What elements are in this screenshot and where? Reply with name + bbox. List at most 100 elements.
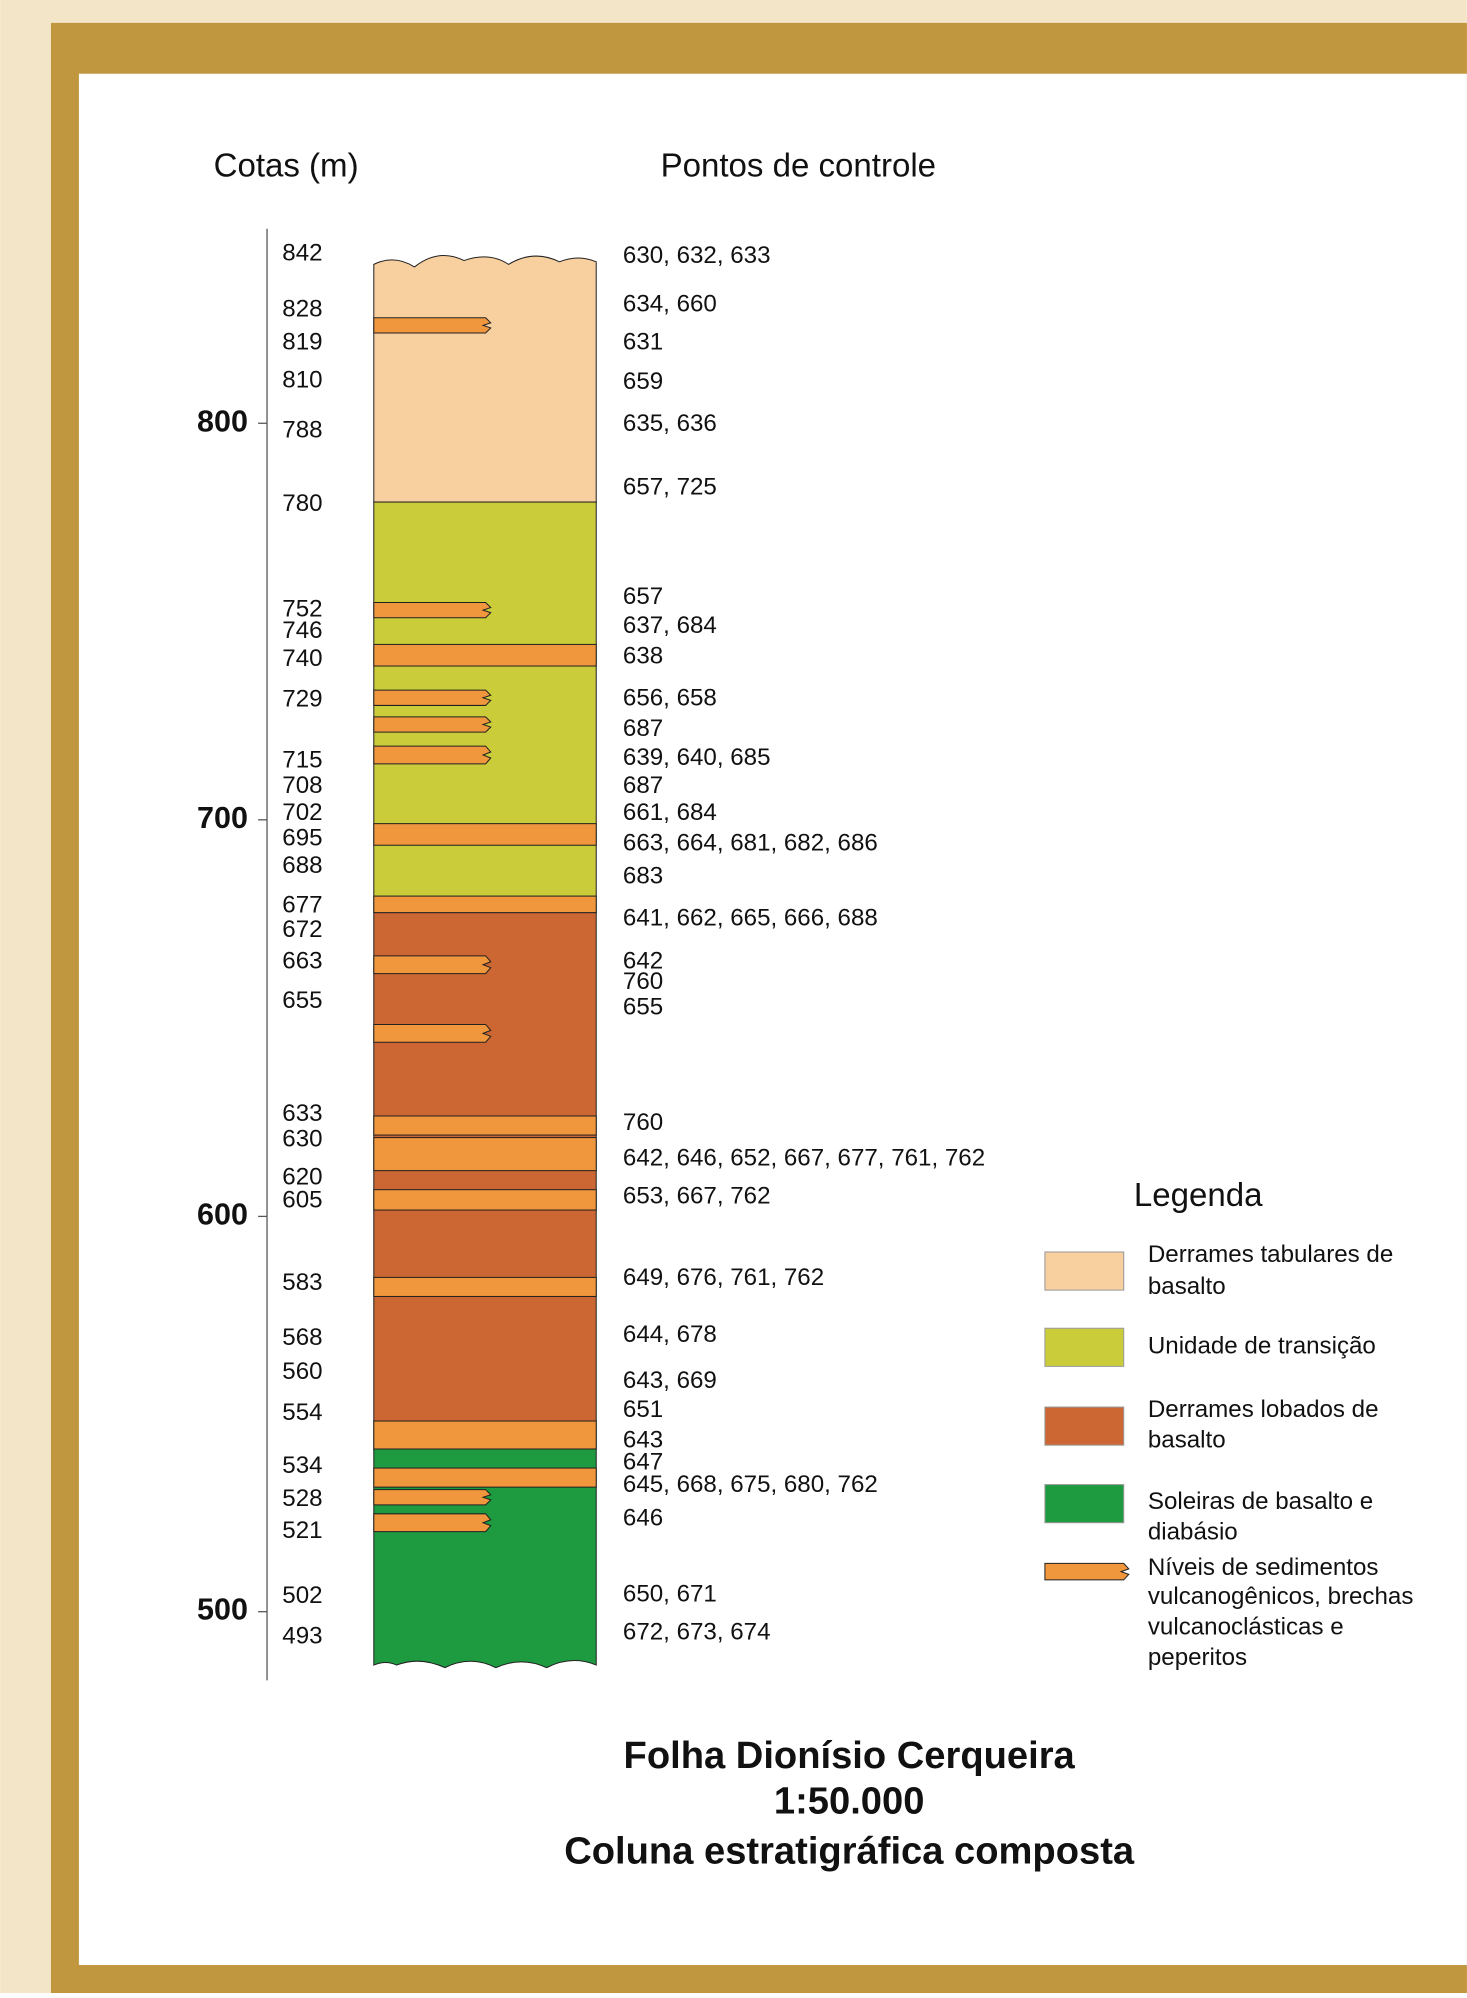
elevation-label: 752 (282, 595, 322, 622)
legend-swatch (1044, 1484, 1125, 1524)
legend-label: vulcanogênicos, brechas (1148, 1583, 1414, 1610)
elevation-label: 521 (282, 1517, 322, 1544)
legend-label: Níveis de sedimentos (1148, 1554, 1379, 1581)
elevation-label: 620 (282, 1164, 322, 1191)
title-line: Folha Dionísio Cerqueira (624, 1734, 1076, 1777)
control-point-label: 637, 684 (623, 612, 717, 639)
control-point-label: 634, 660 (623, 290, 717, 317)
elevation-label: 702 (282, 799, 322, 826)
elevation-label: 842 (282, 240, 322, 267)
sediment-band (373, 745, 492, 765)
elevation-label: 672 (282, 916, 322, 943)
panel (78, 73, 1467, 1966)
sediment-band (373, 1420, 597, 1450)
elevation-label: 708 (282, 772, 322, 799)
elevation-label: 655 (282, 987, 322, 1014)
control-point-label: 639, 640, 685 (623, 744, 771, 771)
elevation-label: 695 (282, 824, 322, 851)
control-point-label: 760 (623, 1109, 663, 1136)
control-point-label: 661, 684 (623, 799, 717, 826)
elevation-label: 583 (282, 1269, 322, 1296)
sediment-band (373, 1467, 597, 1488)
sediment-band (373, 317, 492, 334)
sediment-band (373, 823, 597, 846)
elevation-label: 740 (282, 645, 322, 672)
elevation-label: 605 (282, 1187, 322, 1214)
control-point-label: 663, 664, 681, 682, 686 (623, 829, 878, 856)
control-point-label: 760 (623, 968, 663, 995)
elevation-label: 560 (282, 1358, 322, 1385)
elevation-label: 677 (282, 892, 322, 919)
control-point-label: 657, 725 (623, 473, 717, 500)
elevation-label: 810 (282, 367, 322, 394)
axis-tick-label: 800 (197, 404, 248, 438)
control-point-label: 647 (623, 1448, 663, 1475)
control-point-label: 638 (623, 643, 663, 670)
legend-swatch (1044, 1251, 1125, 1291)
sediment-band (373, 1513, 492, 1533)
elevation-label: 493 (282, 1622, 322, 1649)
control-point-label: 653, 667, 762 (623, 1183, 771, 1210)
control-point-label: 655 (623, 993, 663, 1020)
elevation-label: 528 (282, 1485, 322, 1512)
title-line: 1:50.000 (774, 1780, 925, 1823)
elevation-label: 746 (282, 617, 322, 644)
control-point-label: 646 (623, 1504, 663, 1531)
elevation-label: 828 (282, 296, 322, 323)
control-point-label: 631 (623, 329, 663, 356)
sediment-band (373, 1276, 597, 1297)
sediment-band (373, 1023, 492, 1043)
sediment-band (373, 601, 492, 619)
elevation-label: 568 (282, 1324, 322, 1351)
sediment-band (373, 955, 492, 975)
control-point-label: 657 (623, 583, 663, 610)
control-point-label: 650, 671 (623, 1581, 717, 1608)
control-point-label: 645, 668, 675, 680, 762 (623, 1471, 878, 1498)
elevation-label: 633 (282, 1100, 322, 1127)
elevation-label: 729 (282, 686, 322, 713)
control-point-label: 643, 669 (623, 1367, 717, 1394)
layer-lobed (373, 912, 597, 1450)
control-point-label: 687 (623, 772, 663, 799)
control-point-label: 644, 678 (623, 1321, 717, 1348)
elevation-label: 663 (282, 948, 322, 975)
control-point-label: 651 (623, 1396, 663, 1423)
control-point-label: 656, 658 (623, 684, 717, 711)
sediment-band (373, 1137, 597, 1172)
header-right: Pontos de controle (661, 148, 936, 185)
control-point-label: 635, 636 (623, 410, 717, 437)
elevation-label: 554 (282, 1399, 322, 1426)
legend-title: Legenda (1134, 1177, 1263, 1214)
legend-label: Derrames tabulares de (1148, 1241, 1393, 1268)
header-left: Cotas (m) (214, 148, 359, 185)
elevation-label: 780 (282, 490, 322, 517)
elevation-label: 630 (282, 1126, 322, 1153)
sediment-band (373, 643, 597, 667)
legend-label: Unidade de transição (1148, 1333, 1376, 1360)
elevation-label: 534 (282, 1452, 322, 1479)
control-point-label: 643 (623, 1427, 663, 1454)
layer-tabular (373, 254, 597, 503)
sediment-band (373, 1189, 597, 1211)
control-point-label: 642, 646, 652, 667, 677, 761, 762 (623, 1145, 985, 1172)
control-point-label: 683 (623, 862, 663, 889)
legend-swatch (1044, 1562, 1130, 1581)
axis-tick-label: 500 (197, 1593, 248, 1627)
sediment-band (373, 716, 492, 733)
legend-label: vulcanoclásticas e (1148, 1614, 1344, 1641)
legend-label: peperitos (1148, 1644, 1247, 1671)
control-point-label: 630, 632, 633 (623, 242, 771, 269)
axis-tick-label: 700 (197, 801, 248, 835)
elevation-label: 715 (282, 747, 322, 774)
control-point-label: 649, 676, 761, 762 (623, 1264, 824, 1291)
sediment-band (373, 689, 492, 706)
legend-swatch (1044, 1327, 1125, 1367)
elevation-label: 502 (282, 1582, 322, 1609)
legend-label: basalto (1148, 1273, 1226, 1300)
control-point-label: 642 (623, 948, 663, 975)
control-point-label: 687 (623, 715, 663, 742)
elevation-label: 819 (282, 329, 322, 356)
elevation-label: 688 (282, 852, 322, 879)
sediment-band (373, 1115, 597, 1136)
